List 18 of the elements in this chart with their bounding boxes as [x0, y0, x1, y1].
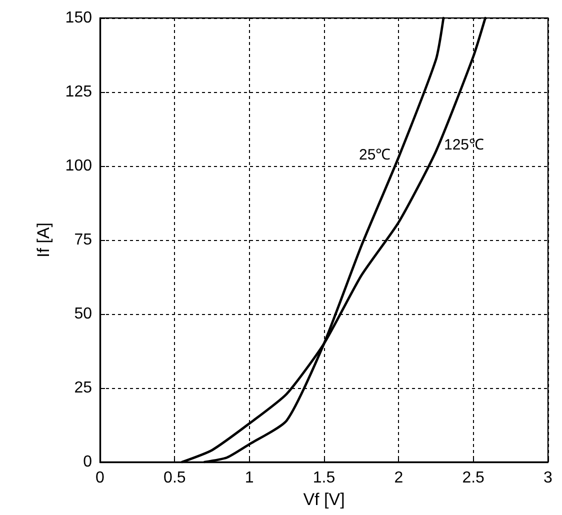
y-tick-label: 150 [65, 10, 92, 26]
y-tick-label: 100 [65, 158, 92, 174]
x-tick-label: 3 [544, 470, 553, 486]
x-tick-label: 0 [96, 470, 105, 486]
y-tick-label: 25 [74, 380, 92, 396]
y-tick-label: 0 [83, 454, 92, 470]
x-tick-label: 1.5 [312, 470, 336, 486]
x-tick-label: 0.5 [164, 470, 186, 486]
x-tick-label: 2.5 [462, 470, 485, 486]
y-tick-label: 50 [74, 306, 92, 322]
series-label: 125℃ [444, 136, 484, 154]
x-axis-title: Vf [V] [303, 490, 345, 509]
series-label: 25℃ [358, 146, 391, 164]
y-tick-label: 75 [74, 232, 92, 248]
y-axis-title: If [A] [34, 222, 53, 258]
x-tick-label: 2 [394, 470, 404, 486]
x-tick-label: 1 [244, 470, 254, 486]
y-tick-label: 125 [65, 84, 92, 100]
